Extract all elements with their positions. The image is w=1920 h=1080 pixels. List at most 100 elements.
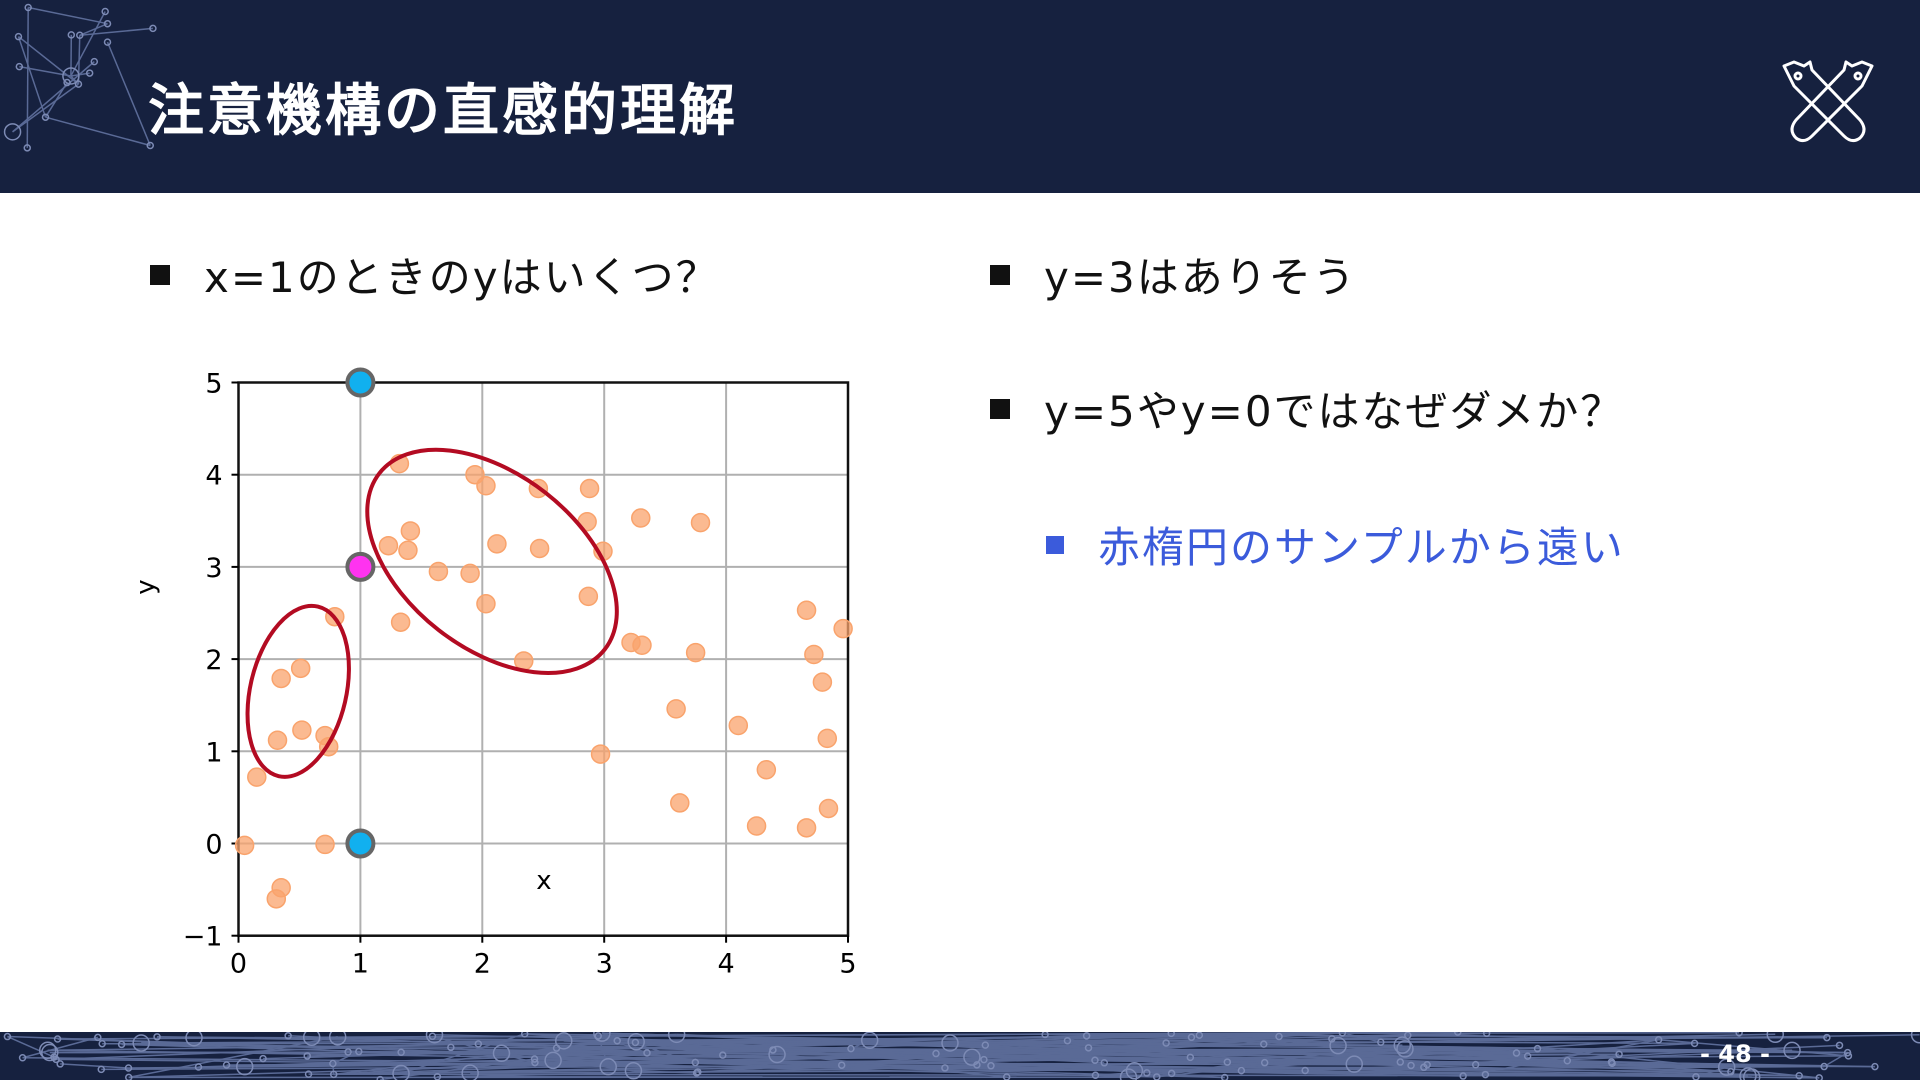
network-node <box>552 1044 561 1052</box>
network-line <box>333 1064 977 1076</box>
network-node <box>117 1040 126 1049</box>
sample-point <box>292 720 312 740</box>
red-ellipse-annotation <box>245 603 351 779</box>
network-node <box>1186 1053 1195 1062</box>
sample-point <box>666 699 686 719</box>
bullet-text: x=1のときのyはいくつ？ <box>204 253 720 302</box>
network-node <box>1815 1074 1823 1080</box>
network-line <box>776 1053 1007 1078</box>
network-line <box>60 1063 129 1069</box>
y-tick-label: 3 <box>205 553 222 584</box>
sample-point <box>670 793 690 813</box>
candidate-point-good <box>345 551 376 582</box>
network-line <box>524 1033 1105 1064</box>
network-node <box>185 1032 203 1047</box>
network-node <box>85 69 94 77</box>
network-node <box>1063 1036 1072 1045</box>
network-node <box>1082 1032 1091 1040</box>
sample-point <box>234 835 255 856</box>
network-node <box>53 1035 62 1043</box>
sample-point <box>804 644 824 665</box>
network-node <box>125 1073 133 1080</box>
sample-point <box>398 540 418 561</box>
network-node <box>531 1058 539 1067</box>
y-tick-label: 0 <box>205 830 222 861</box>
network-node <box>1041 1032 1049 1039</box>
network-node <box>667 1032 686 1044</box>
network-node <box>1377 1038 1385 1046</box>
network-node <box>1420 1063 1428 1072</box>
network-line <box>1263 1034 1920 1045</box>
network-node <box>1220 1073 1229 1080</box>
network-node <box>1084 1044 1093 1052</box>
network-node <box>1119 1068 1138 1080</box>
network-node <box>329 1070 338 1079</box>
bullet-text: y=3はありそう <box>1044 253 1357 302</box>
network-line <box>79 23 108 36</box>
x-axis-label: x <box>536 866 551 896</box>
sample-point <box>271 668 291 689</box>
network-node <box>624 1062 643 1080</box>
network-node <box>153 1033 161 1041</box>
reason-sub-bullet: 赤楕円のサンプルから遠い <box>1046 514 1625 575</box>
network-node <box>1835 1041 1844 1050</box>
network-node <box>1844 1052 1853 1060</box>
network-node <box>1275 1032 1283 1041</box>
network-line <box>676 1033 1355 1065</box>
network-line <box>1095 1039 1659 1076</box>
sample-point <box>685 642 706 663</box>
network-node <box>14 32 23 41</box>
network-node <box>1482 1032 1491 1038</box>
question-bullet: x=1のときのyはいくつ？ <box>150 244 720 305</box>
sample-point <box>290 658 311 679</box>
network-node <box>1125 1062 1144 1080</box>
network-node <box>76 31 84 40</box>
network-node <box>149 24 157 33</box>
sample-point <box>817 728 838 749</box>
network-node <box>1162 1039 1170 1047</box>
network-node <box>1608 1059 1616 1068</box>
network-node <box>103 19 112 28</box>
network-node <box>62 67 80 85</box>
network-line <box>1658 1039 1849 1057</box>
network-node <box>973 1061 981 1069</box>
network-line <box>79 27 153 37</box>
network-node <box>1766 1032 1785 1044</box>
page-title: 注意機構の直感的理解 <box>148 79 738 144</box>
sample-point <box>400 521 421 541</box>
network-line <box>44 82 68 118</box>
network-node <box>41 113 50 121</box>
network-node <box>1223 1058 1232 1066</box>
network-node <box>56 1060 64 1068</box>
network-node <box>74 80 83 88</box>
network-node <box>425 1032 444 1044</box>
network-line <box>1199 1034 1339 1047</box>
x-tick-label: 1 <box>352 949 369 980</box>
network-node <box>593 1032 611 1042</box>
bullet-text: 赤楕円のサンプルから遠い <box>1098 523 1625 572</box>
network-node <box>1454 1032 1462 1036</box>
network-line <box>1171 1061 1265 1075</box>
sample-point <box>390 612 411 632</box>
sample-point <box>728 715 749 736</box>
sample-point <box>812 672 833 692</box>
network-node <box>67 31 76 39</box>
network-node <box>1820 1062 1828 1071</box>
network-node <box>1717 1058 1736 1076</box>
sample-point <box>796 818 817 838</box>
network-node <box>24 3 32 12</box>
network-line <box>1411 1044 1840 1067</box>
network-line <box>70 75 80 85</box>
x-tick-label: 4 <box>718 949 735 980</box>
network-node <box>932 1049 940 1058</box>
network-line <box>55 1033 677 1061</box>
network-node <box>1523 1052 1532 1060</box>
network-node <box>3 123 22 141</box>
network-line <box>12 61 95 133</box>
network-line <box>380 1058 535 1080</box>
network-node <box>1407 1061 1415 1070</box>
network-node <box>474 1040 483 1048</box>
network-node <box>94 1033 102 1042</box>
network-node <box>719 1051 727 1059</box>
